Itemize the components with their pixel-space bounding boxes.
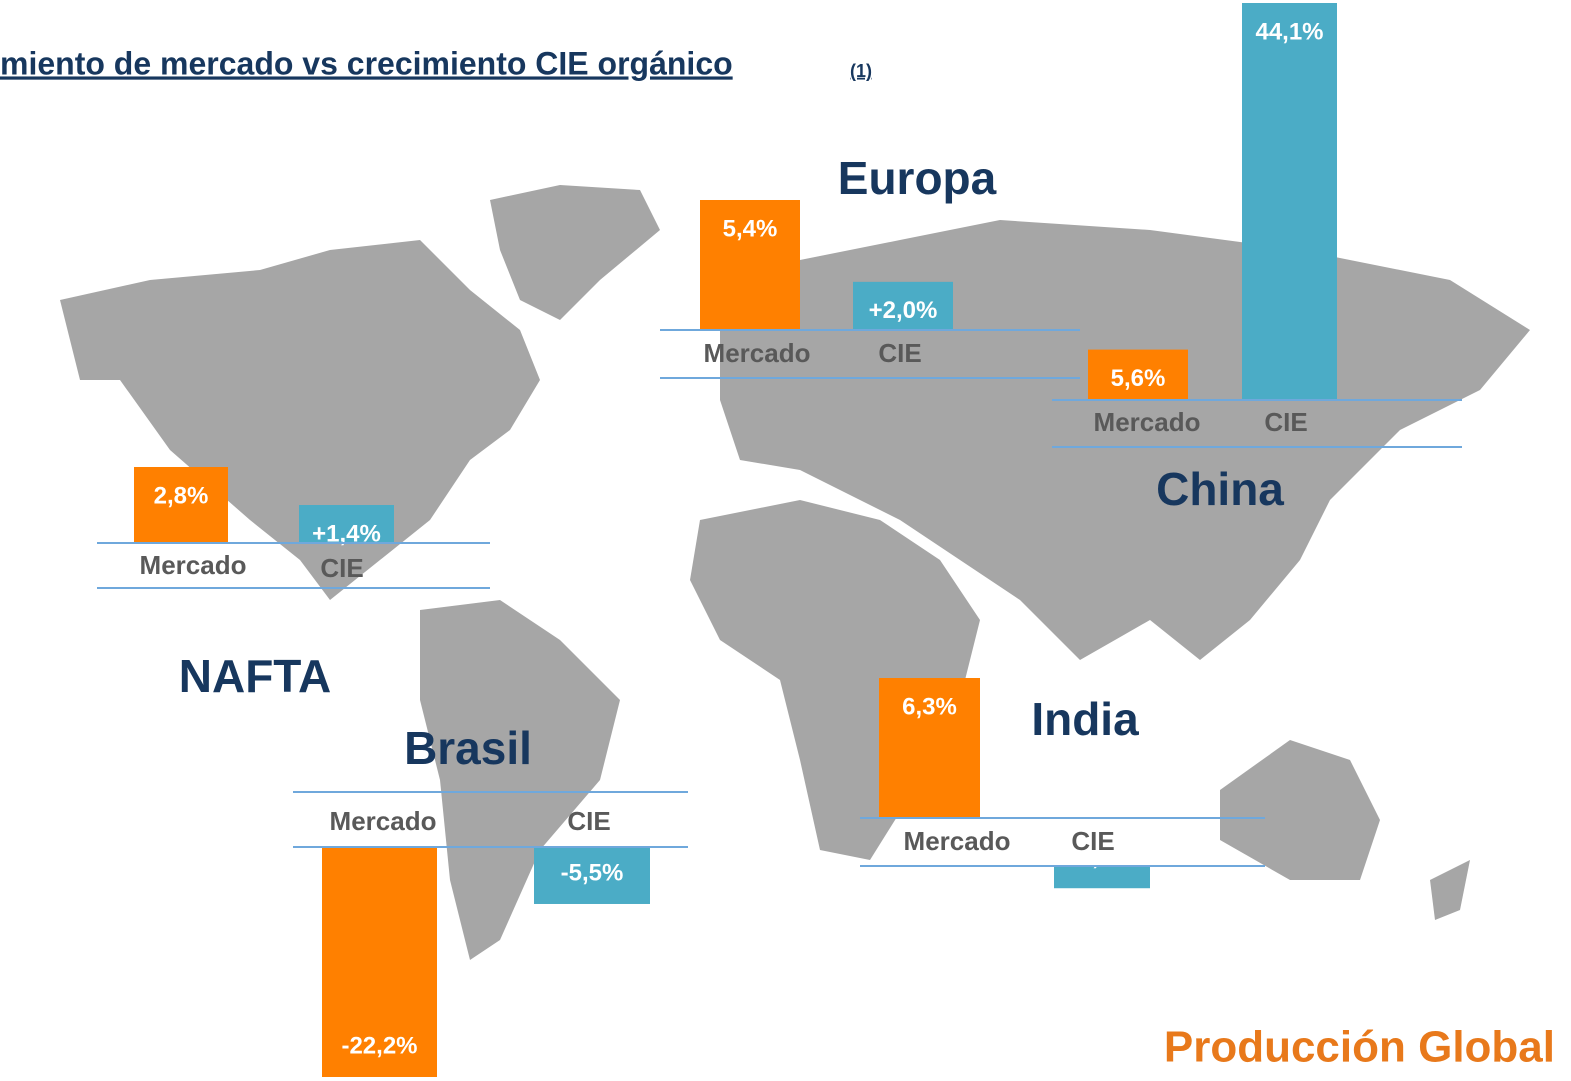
bar: [879, 678, 980, 818]
value-label: 5,6%: [1111, 365, 1166, 392]
category-label: CIE: [1071, 826, 1114, 856]
category-label: Mercado: [904, 826, 1011, 856]
bar: [299, 505, 394, 543]
category-label: Mercado: [1094, 407, 1201, 437]
region-title: China: [1156, 463, 1284, 515]
bar: [1088, 349, 1188, 400]
value-label: 44,1%: [1255, 18, 1323, 45]
region-title: NAFTA: [179, 650, 331, 702]
category-label: CIE: [878, 338, 921, 368]
bar: [534, 847, 650, 904]
bar: [1054, 866, 1150, 889]
category-label: Mercado: [330, 806, 437, 836]
region-title: India: [1031, 693, 1139, 745]
bar: [1242, 3, 1337, 400]
value-label: -22,2%: [341, 1032, 417, 1059]
bar: [134, 467, 228, 543]
footer: Producción Global: [1164, 1023, 1555, 1072]
value-label: +2,0%: [869, 297, 938, 324]
category-label: Mercado: [140, 550, 247, 580]
bar: [700, 200, 800, 330]
value-label: -5,5%: [561, 859, 624, 886]
region-title: Brasil: [404, 722, 532, 774]
category-label: CIE: [320, 553, 363, 583]
region-title: Europa: [838, 152, 997, 204]
category-label: CIE: [1264, 407, 1307, 437]
value-label: 6,3%: [902, 693, 957, 720]
bar: [322, 847, 437, 1077]
value-label: 2,8%: [154, 482, 209, 509]
category-label: Mercado: [704, 338, 811, 368]
title-note: (1): [850, 61, 872, 81]
category-label: CIE: [567, 806, 610, 836]
value-label: 5,4%: [723, 215, 778, 242]
bar: [853, 281, 953, 330]
slide-title: miento de mercado vs crecimiento CIE org…: [0, 45, 733, 81]
